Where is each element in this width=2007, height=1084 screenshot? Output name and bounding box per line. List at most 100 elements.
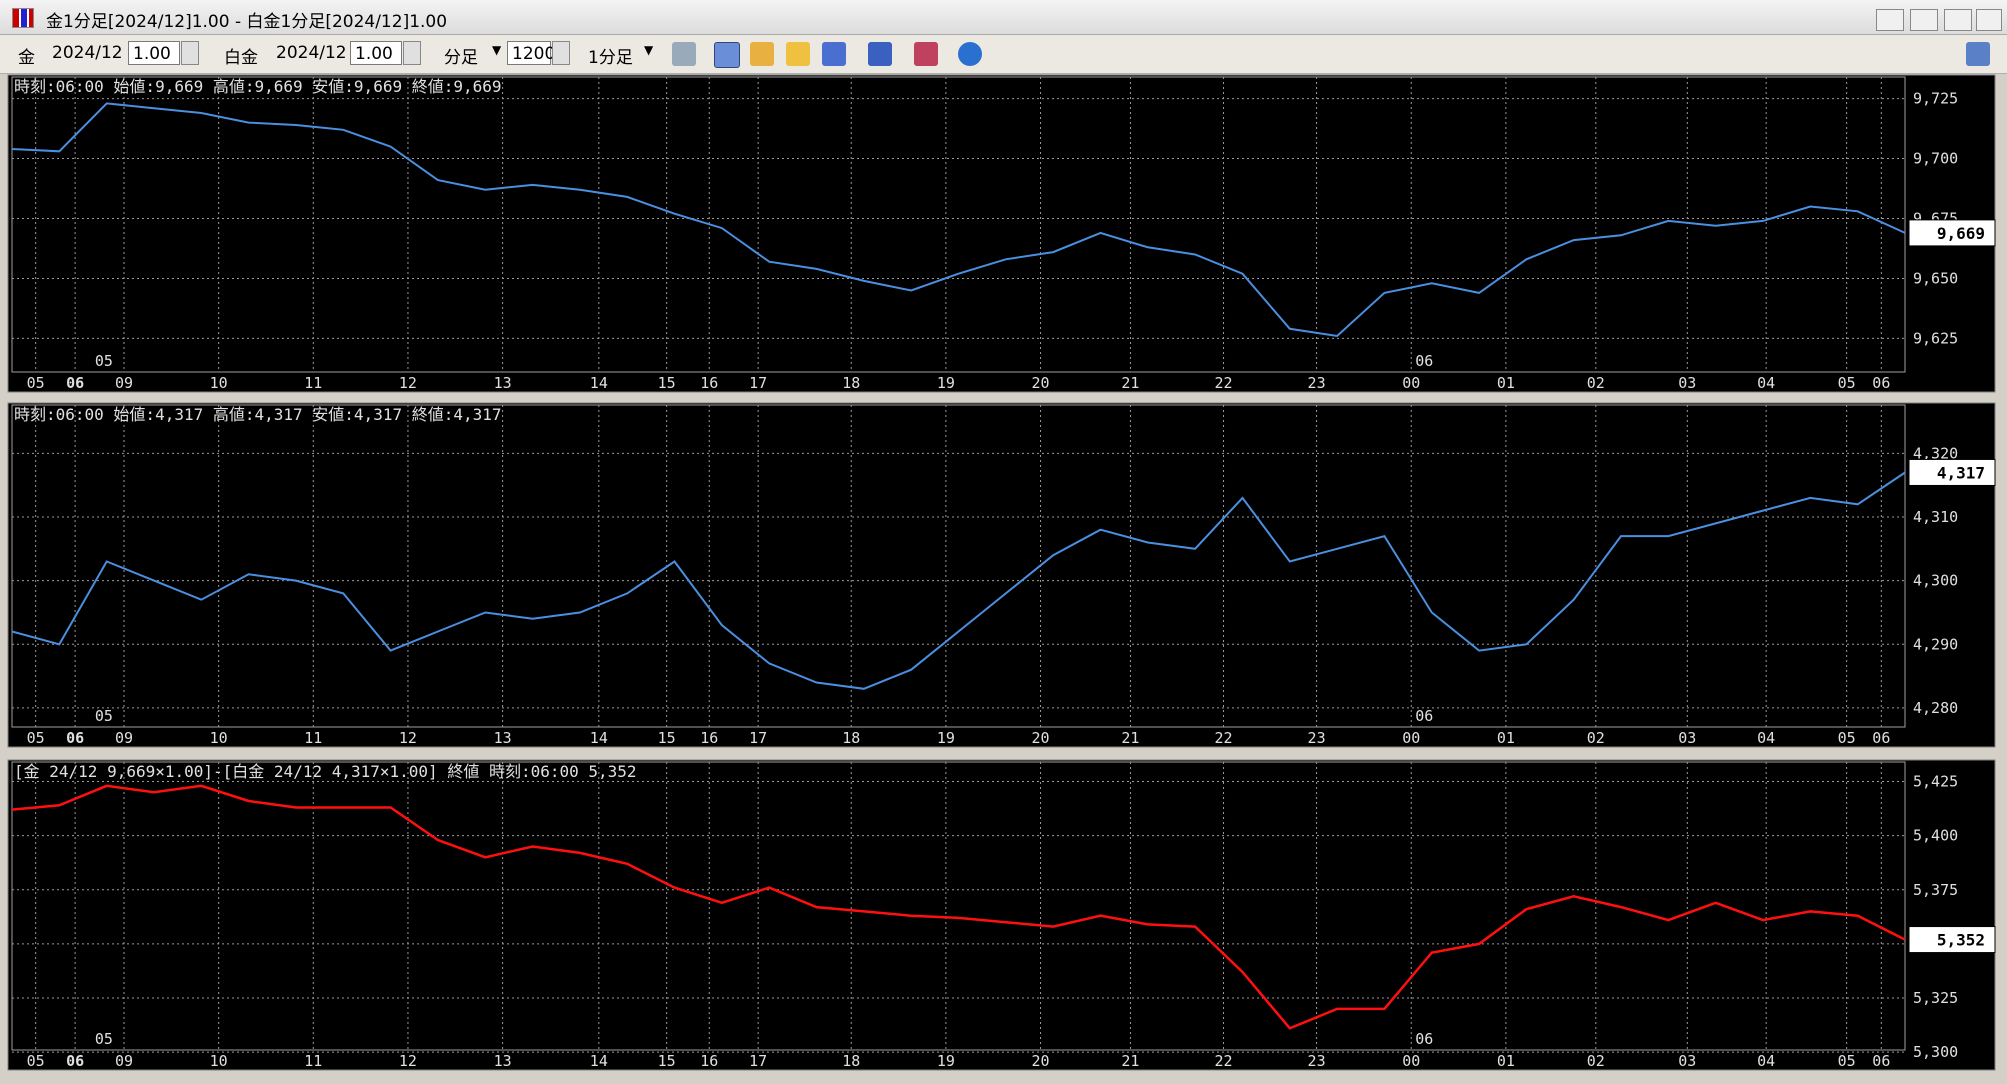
- x-tick-label: 05: [1838, 1052, 1856, 1070]
- x-tick-label: 16: [700, 374, 718, 392]
- date-mark: 05: [95, 352, 113, 370]
- last-value-label: 4,317: [1937, 463, 1985, 482]
- x-tick-label: 20: [1031, 1052, 1049, 1070]
- x-tick-label: 12: [399, 1052, 417, 1070]
- x-tick-label: 09: [115, 1052, 133, 1070]
- x-tick-label: 14: [590, 729, 608, 747]
- settings-icon[interactable]: [1966, 42, 1990, 66]
- date-mark: 06: [1415, 352, 1433, 370]
- last-value-label: 9,669: [1937, 224, 1985, 243]
- last-value-box: [1908, 219, 1996, 247]
- date-mark: 05: [95, 707, 113, 725]
- spinner[interactable]: [181, 41, 199, 65]
- y-tick-label: 9,650: [1913, 269, 1958, 287]
- spinner[interactable]: [552, 41, 570, 65]
- last-value-box: [1908, 926, 1996, 954]
- y-tick-label: 4,290: [1913, 635, 1958, 653]
- plot-frame: [11, 761, 1906, 1051]
- y-tick-label: 4,310: [1913, 508, 1958, 526]
- tool-icon[interactable]: [786, 42, 810, 66]
- dropdown-arrow[interactable]: ▼: [492, 43, 502, 57]
- x-tick-label: 02: [1587, 729, 1605, 747]
- x-tick-label: 06: [66, 374, 84, 392]
- x-tick-label: 04: [1757, 729, 1775, 747]
- minimize-button[interactable]: [1910, 9, 1938, 31]
- y-tick-label: 9,700: [1913, 150, 1958, 168]
- x-tick-label: 06: [66, 1052, 84, 1070]
- factor-input[interactable]: 1.00: [128, 41, 180, 65]
- x-tick-label: 00: [1402, 1052, 1420, 1070]
- x-tick-label: 02: [1587, 1052, 1605, 1070]
- x-tick-label: 20: [1031, 729, 1049, 747]
- spinner[interactable]: [403, 41, 421, 65]
- x-tick-label: 11: [304, 374, 322, 392]
- plot-frame: [11, 404, 1906, 728]
- symbol-label: 白金: [224, 48, 258, 68]
- x-tick-label: 05: [1838, 374, 1856, 392]
- toolbar: 金 2024/12 1.00 白金 2024/12 1.00 分足 ▼ 1200…: [0, 35, 2007, 74]
- date-mark: 06: [1415, 707, 1433, 725]
- tool-icon[interactable]: [822, 42, 846, 66]
- tool-icon[interactable]: [868, 42, 892, 66]
- x-tick-label: 17: [749, 1052, 767, 1070]
- period-dropdown[interactable]: 分足: [444, 48, 478, 68]
- tool-icon[interactable]: [714, 42, 740, 68]
- x-tick-label: 03: [1678, 729, 1696, 747]
- tool-icon[interactable]: [672, 42, 696, 66]
- x-tick-label: 20: [1031, 374, 1049, 392]
- y-tick-label: 5,375: [1913, 881, 1958, 899]
- y-tick-label: 5,425: [1913, 772, 1958, 790]
- x-tick-label: 22: [1214, 1052, 1232, 1070]
- pane-header: [金 24/12 9,669×1.00]-[白金 24/12 4,317×1.0…: [14, 762, 637, 781]
- x-tick-label: 21: [1121, 1052, 1139, 1070]
- x-tick-label: 18: [842, 374, 860, 392]
- y-tick-label: 5,400: [1913, 827, 1958, 845]
- tool-icon[interactable]: [958, 42, 982, 66]
- x-tick-label: 15: [658, 729, 676, 747]
- y-tick-label: 4,300: [1913, 572, 1958, 590]
- x-tick-label: 15: [658, 1052, 676, 1070]
- x-tick-label: 14: [590, 1052, 608, 1070]
- x-tick-label: 03: [1678, 374, 1696, 392]
- month-label: 2024/12: [52, 43, 123, 63]
- dropdown-arrow[interactable]: ▼: [644, 43, 654, 57]
- x-tick-label: 10: [210, 374, 228, 392]
- x-tick-label: 16: [700, 729, 718, 747]
- tool-icon[interactable]: [750, 42, 774, 66]
- bars-input[interactable]: 1200: [507, 41, 555, 65]
- maximize-button[interactable]: [1944, 9, 1972, 31]
- x-tick-label: 17: [749, 729, 767, 747]
- pane-background: [7, 759, 1996, 1071]
- x-tick-label: 17: [749, 374, 767, 392]
- last-value-label: 5,352: [1937, 931, 1985, 950]
- x-tick-label: 19: [937, 374, 955, 392]
- x-tick-label: 12: [399, 374, 417, 392]
- x-tick-label: 05: [27, 374, 45, 392]
- y-tick-label: 9,725: [1913, 90, 1958, 108]
- y-tick-label: 5,350: [1913, 935, 1958, 953]
- x-tick-label: 05: [1838, 729, 1856, 747]
- pane-header: 時刻:06:00 始値:9,669 高値:9,669 安値:9,669 終値:9…: [14, 77, 502, 96]
- x-tick-label: 21: [1121, 374, 1139, 392]
- pane-background: [7, 74, 1996, 393]
- close-button[interactable]: [1976, 9, 2002, 31]
- restore-button[interactable]: [1876, 9, 1904, 31]
- x-tick-label: 06: [66, 729, 84, 747]
- x-tick-label: 10: [210, 729, 228, 747]
- interval-dropdown[interactable]: 1分足: [588, 48, 633, 68]
- factor-input[interactable]: 1.00: [350, 41, 402, 65]
- x-tick-label: 18: [842, 729, 860, 747]
- price-line: [11, 102, 1906, 338]
- x-tick-label: 22: [1214, 374, 1232, 392]
- y-tick-label: 5,325: [1913, 989, 1958, 1007]
- tool-icon[interactable]: [914, 42, 938, 66]
- x-tick-label: 05: [27, 729, 45, 747]
- x-tick-label: 11: [304, 729, 322, 747]
- x-tick-label: 04: [1757, 1052, 1775, 1070]
- x-tick-label: 01: [1497, 729, 1515, 747]
- x-tick-label: 01: [1497, 1052, 1515, 1070]
- symbol-label: 金: [18, 48, 35, 68]
- plot-frame: [11, 76, 1906, 373]
